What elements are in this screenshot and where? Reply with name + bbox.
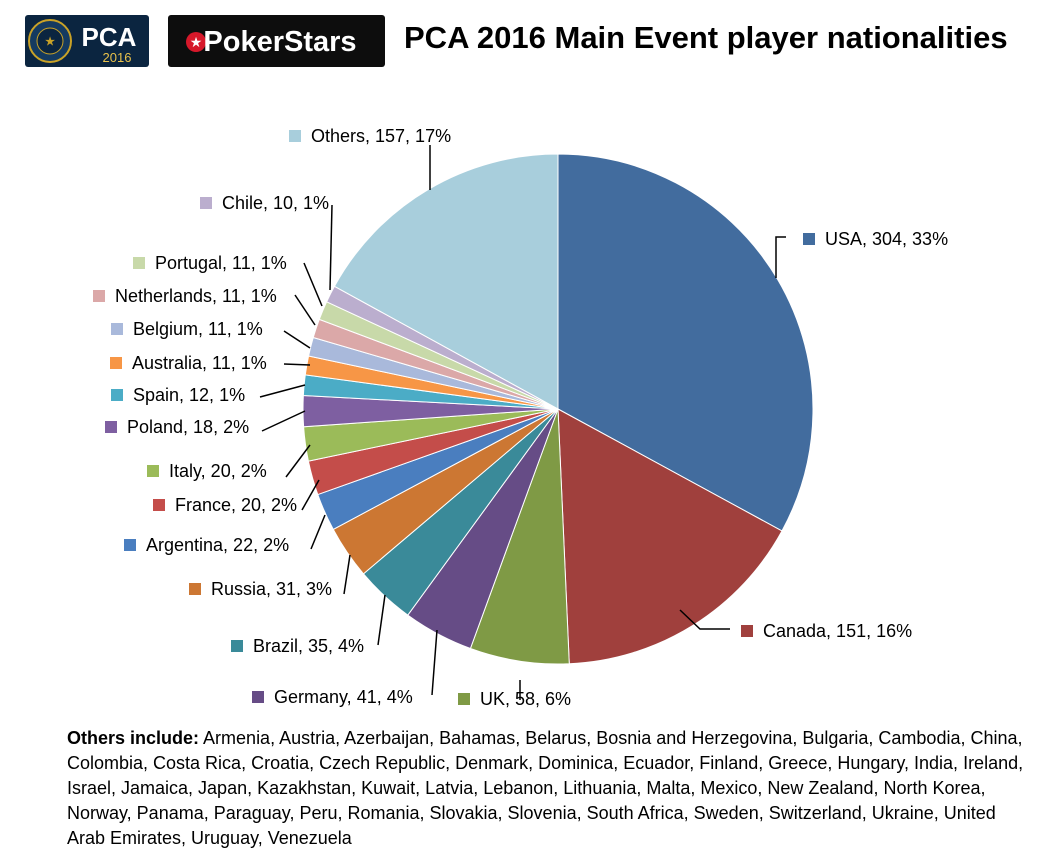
leader-line-belgium	[283, 330, 311, 349]
label-marker-germany	[252, 691, 264, 703]
label-marker-argentina	[124, 539, 136, 551]
leader-line-france	[301, 479, 320, 511]
label-marker-australia	[110, 357, 122, 369]
data-label-usa: USA, 304, 33%	[825, 229, 948, 249]
leader-line-argentina	[310, 514, 326, 550]
label-marker-belgium	[111, 323, 123, 335]
leader-line-brazil	[377, 594, 386, 646]
data-label-france: France, 20, 2%	[175, 495, 297, 515]
data-label-belgium: Belgium, 11, 1%	[133, 319, 263, 339]
pie-slice-usa	[557, 153, 814, 532]
data-label-brazil: Brazil, 35, 4%	[253, 636, 364, 656]
data-label-canada: Canada, 151, 16%	[763, 621, 912, 641]
label-marker-poland	[105, 421, 117, 433]
leader-line-canada	[679, 609, 730, 630]
leader-line-italy	[285, 444, 311, 478]
data-label-italy: Italy, 20, 2%	[169, 461, 267, 481]
others-include-note: Others include: Armenia, Austria, Azerba…	[67, 726, 1027, 851]
pie-slice-others	[333, 153, 559, 410]
data-label-others: Others, 157, 17%	[311, 126, 451, 146]
pca-logo-year: 2016	[103, 50, 132, 65]
data-label-chile: Chile, 10, 1%	[222, 193, 329, 213]
pie-slices	[302, 153, 814, 665]
data-label-portugal: Portugal, 11, 1%	[155, 253, 287, 273]
label-marker-portugal	[133, 257, 145, 269]
label-marker-brazil	[231, 640, 243, 652]
pokerstars-logo: ★ PokerStars	[168, 15, 385, 67]
data-label-argentina: Argentina, 22, 2%	[146, 535, 289, 555]
pca-logo-text: PCA	[82, 22, 137, 52]
header: ★ PCA 2016 ★ PokerStars PCA 2016 Main Ev…	[0, 0, 1051, 80]
pie-chart: USA, 304, 33% Canada, 151, 16% UK, 58, 6% G…	[93, 126, 948, 709]
data-label-uk: UK, 58, 6%	[480, 689, 571, 709]
leader-line-germany	[431, 629, 438, 696]
label-marker-italy	[147, 465, 159, 477]
pie-slice-canada	[557, 408, 783, 665]
svg-text:★: ★	[45, 36, 55, 48]
pokerstars-logo-text: PokerStars	[203, 26, 356, 58]
label-marker-uk	[458, 693, 470, 705]
label-marker-spain	[111, 389, 123, 401]
leader-line-netherlands	[294, 294, 316, 326]
label-marker-chile	[200, 197, 212, 209]
leader-line-chile	[329, 204, 333, 291]
data-label-spain: Spain, 12, 1%	[133, 385, 245, 405]
label-marker-france	[153, 499, 165, 511]
label-marker-russia	[189, 583, 201, 595]
data-label-russia: Russia, 31, 3%	[211, 579, 332, 599]
others-include-label: Others include:	[67, 728, 200, 748]
data-label-germany: Germany, 41, 4%	[274, 687, 413, 707]
pca-2016-logo: ★ PCA 2016	[25, 15, 149, 67]
data-label-poland: Poland, 18, 2%	[127, 417, 249, 437]
label-marker-others	[289, 130, 301, 142]
label-marker-usa	[803, 233, 815, 245]
others-include-list: Armenia, Austria, Azerbaijan, Bahamas, B…	[67, 728, 1024, 848]
data-labels: USA, 304, 33% Canada, 151, 16% UK, 58, 6% G…	[93, 126, 948, 709]
leader-line-poland	[261, 410, 306, 432]
leader-line-russia	[343, 554, 351, 595]
data-label-netherlands: Netherlands, 11, 1%	[115, 286, 277, 306]
svg-text:★: ★	[190, 35, 203, 51]
chart-title: PCA 2016 Main Event player nationalities	[404, 20, 1008, 55]
leader-line-australia	[283, 363, 311, 366]
label-marker-netherlands	[93, 290, 105, 302]
label-marker-canada	[741, 625, 753, 637]
leader-line-usa	[775, 236, 786, 278]
leader-line-portugal	[303, 262, 323, 307]
data-label-australia: Australia, 11, 1%	[132, 353, 267, 373]
leader-lines	[259, 145, 786, 700]
leader-line-spain	[259, 384, 306, 398]
